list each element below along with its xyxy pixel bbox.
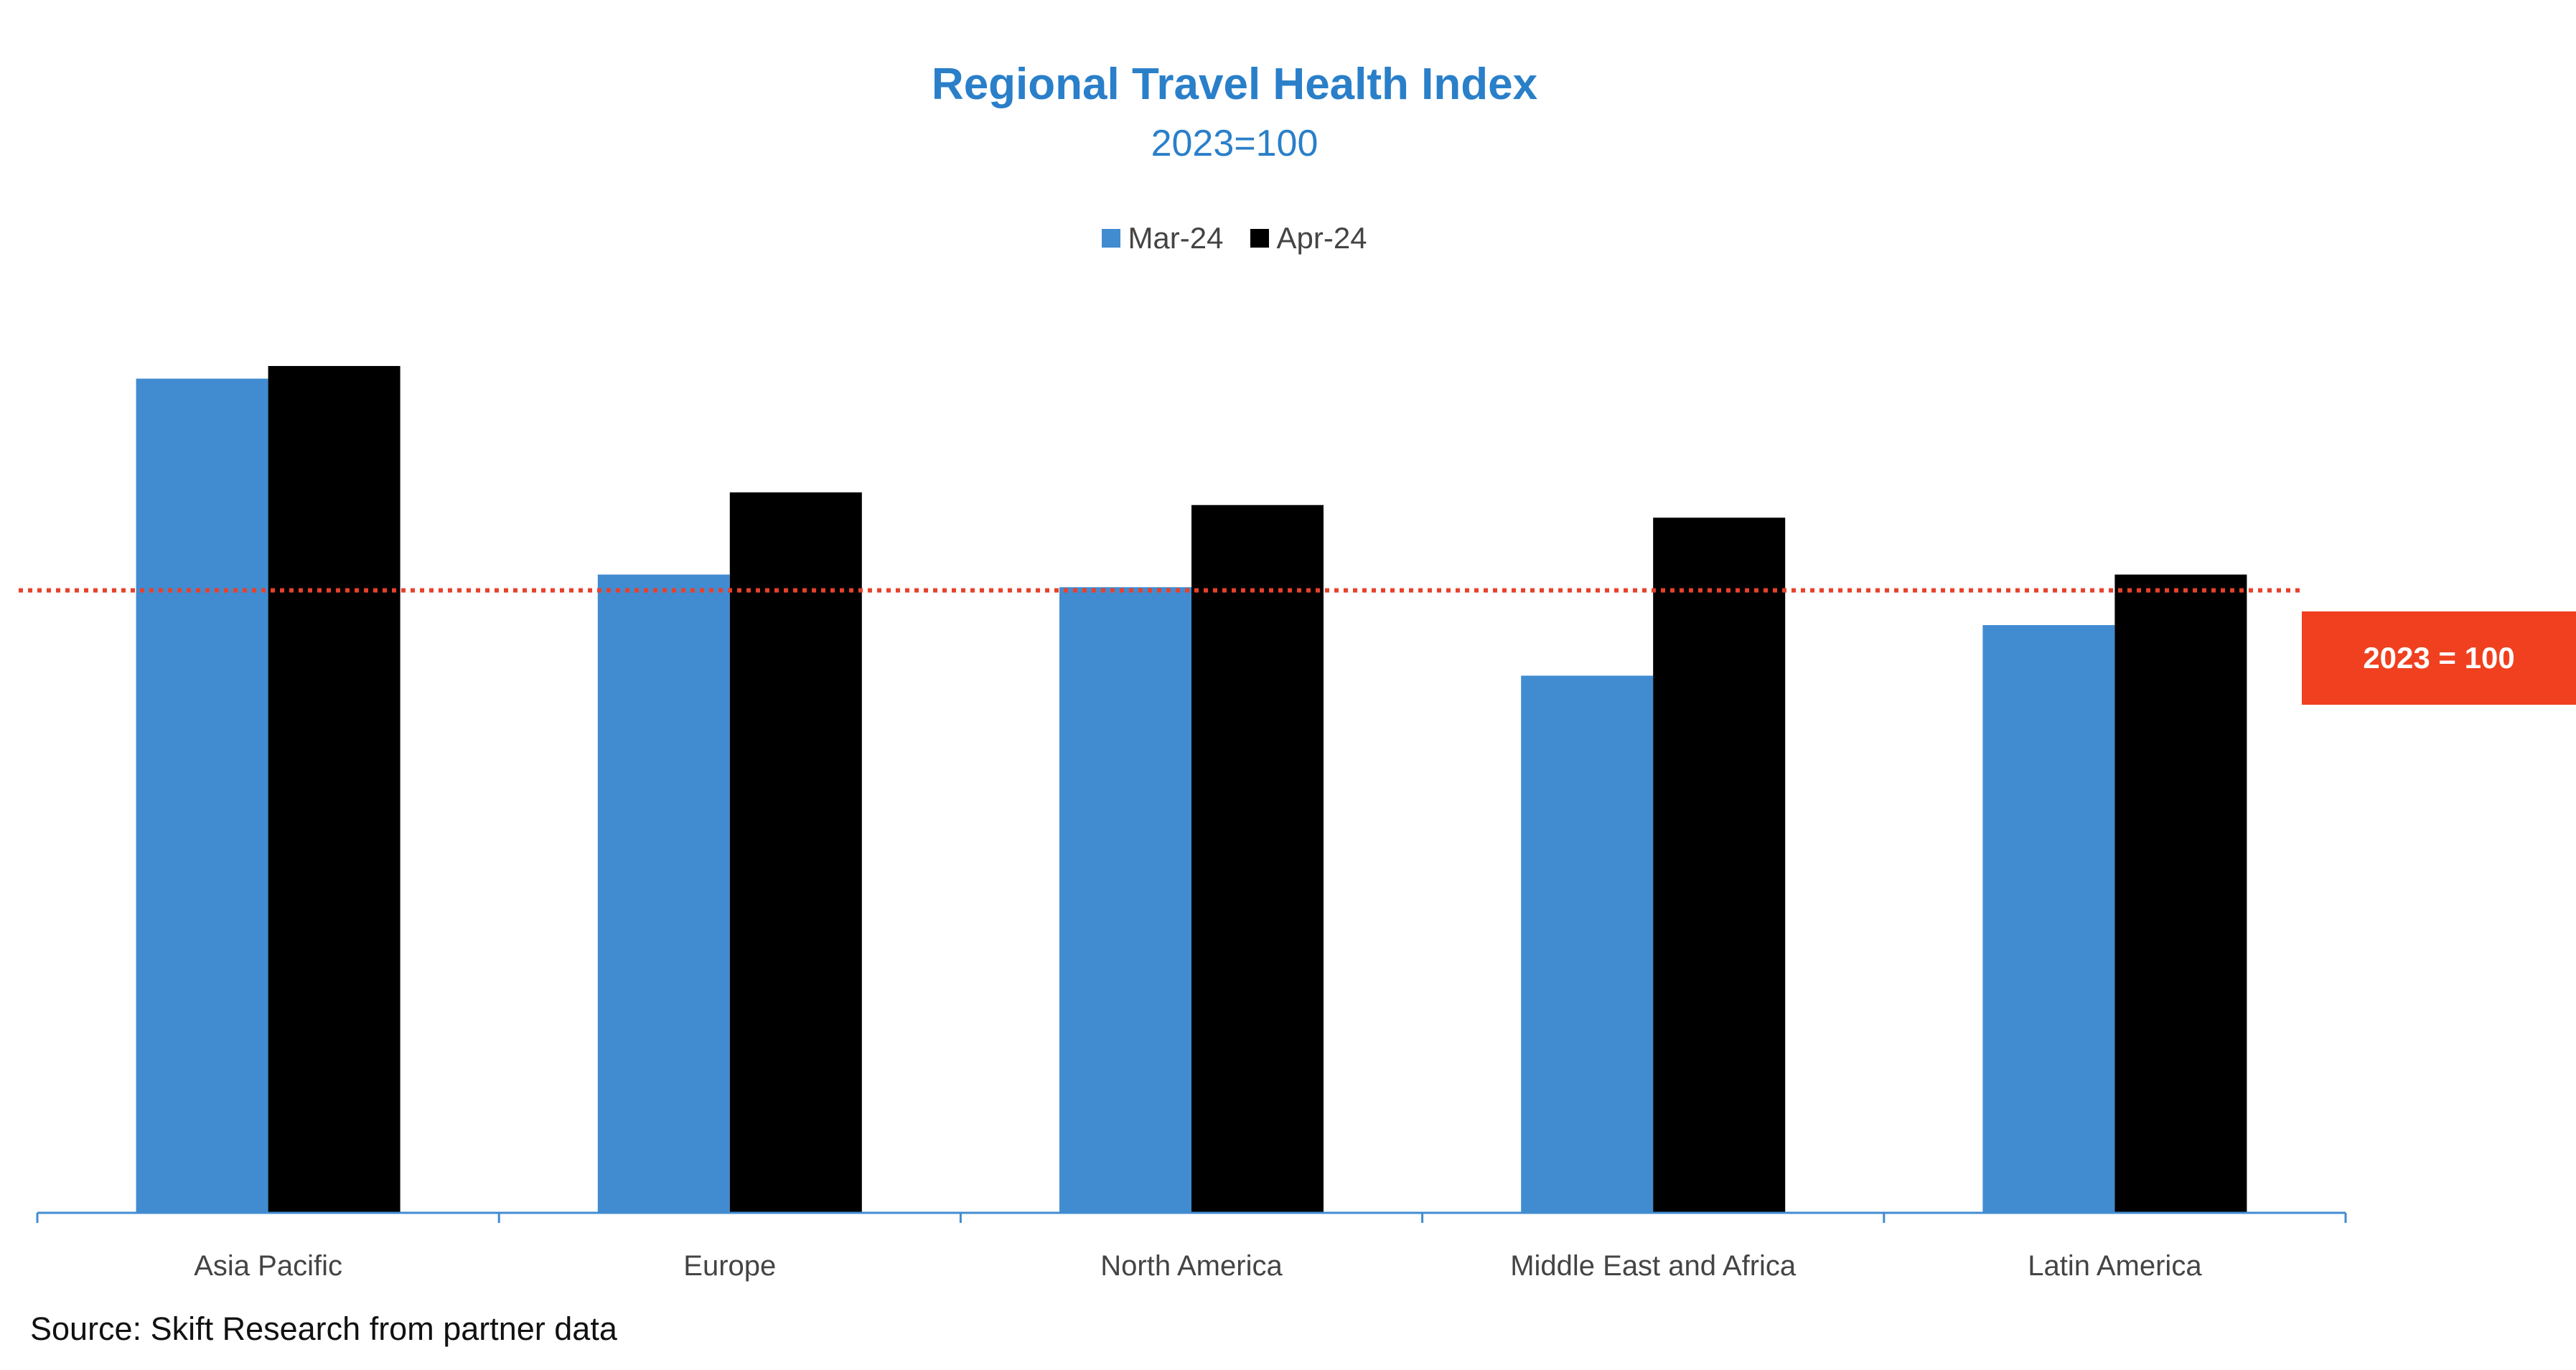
source-note: Source: Skift Research from partner data xyxy=(30,1310,617,1347)
legend-swatch-apr-24 xyxy=(1250,229,1270,248)
legend-swatch-mar-24 xyxy=(1102,229,1121,248)
bar-middle-east-and-africa-apr-24 xyxy=(1653,517,1786,1213)
bar-europe-mar-24 xyxy=(597,574,730,1213)
bar-latin-america-apr-24 xyxy=(2114,574,2247,1213)
x-tick-label-europe: Europe xyxy=(683,1250,776,1282)
reference-line-badge: 2023 = 100 xyxy=(2302,611,2576,705)
chart-legend: Mar-24 Apr-24 xyxy=(0,221,2469,255)
chart-subtitle: 2023=100 xyxy=(1151,123,1319,164)
legend-label-apr-24: Apr-24 xyxy=(1276,221,1367,255)
chart-title: Regional Travel Health Index xyxy=(931,60,1538,109)
x-tick-label-middle-east-and-africa: Middle East and Africa xyxy=(1510,1250,1797,1282)
x-tick-label-north-america: North America xyxy=(1100,1250,1283,1282)
bar-north-america-mar-24 xyxy=(1059,587,1191,1213)
legend-label-mar-24: Mar-24 xyxy=(1128,221,1224,255)
x-tick-label-latin-america: Latin America xyxy=(2028,1250,2202,1282)
legend-item-apr-24: Apr-24 xyxy=(1250,221,1367,255)
bar-asia-pacific-apr-24 xyxy=(268,366,401,1213)
bar-europe-apr-24 xyxy=(729,492,862,1213)
legend-item-mar-24: Mar-24 xyxy=(1102,221,1223,255)
bar-north-america-apr-24 xyxy=(1191,505,1324,1213)
bar-middle-east-and-africa-mar-24 xyxy=(1521,675,1654,1213)
bar-latin-america-mar-24 xyxy=(1982,625,2115,1213)
bar-asia-pacific-mar-24 xyxy=(136,378,268,1213)
x-tick-label-asia-pacific: Asia Pacific xyxy=(194,1250,342,1282)
